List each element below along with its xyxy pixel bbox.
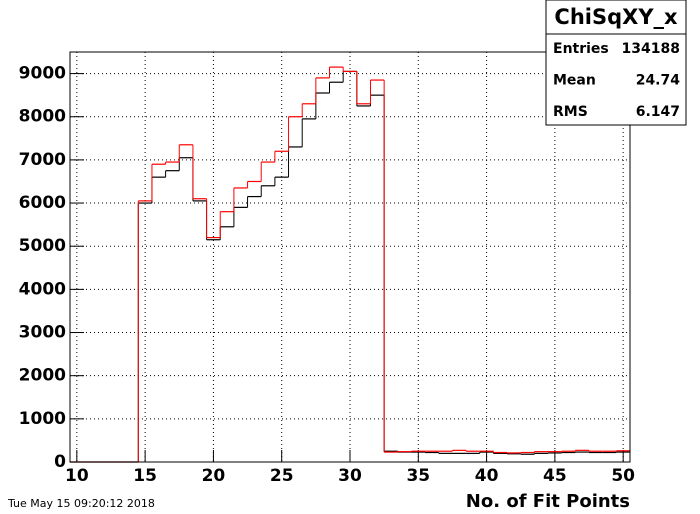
y-tick-label: 5000	[19, 236, 66, 256]
y-tick-label: 9000	[19, 64, 66, 84]
stats-value: 134188	[622, 41, 680, 57]
x-tick-label: 15	[133, 466, 157, 486]
y-tick-label: 1000	[19, 409, 66, 429]
stats-title: ChiSqXY_x	[554, 5, 678, 29]
timestamp: Tue May 15 09:20:12 2018	[7, 497, 155, 510]
y-tick-label: 7000	[19, 150, 66, 170]
x-axis-label: No. of Fit Points	[466, 491, 630, 512]
stats-label: Entries	[553, 41, 609, 57]
stats-label: Mean	[553, 73, 596, 89]
stats-box	[545, 0, 687, 126]
x-tick-label: 10	[65, 466, 89, 486]
x-tick-label: 35	[406, 466, 430, 486]
x-tick-label: 25	[270, 466, 294, 486]
x-tick-label: 45	[543, 466, 567, 486]
y-tick-label: 6000	[19, 193, 66, 213]
x-tick-label: 20	[202, 466, 226, 486]
y-tick-label: 3000	[19, 323, 66, 343]
stats-value: 6.147	[636, 104, 680, 120]
stats-label: RMS	[553, 104, 588, 120]
y-tick-label: 8000	[19, 107, 66, 127]
x-tick-label: 40	[475, 466, 499, 486]
x-tick-label: 30	[338, 466, 362, 486]
stats-value: 24.74	[636, 73, 681, 89]
y-tick-label: 2000	[19, 366, 66, 386]
y-tick-label: 4000	[19, 279, 66, 299]
y-tick-label: 0	[54, 452, 66, 472]
plot-frame	[69, 51, 631, 463]
x-tick-label: 50	[611, 466, 635, 486]
